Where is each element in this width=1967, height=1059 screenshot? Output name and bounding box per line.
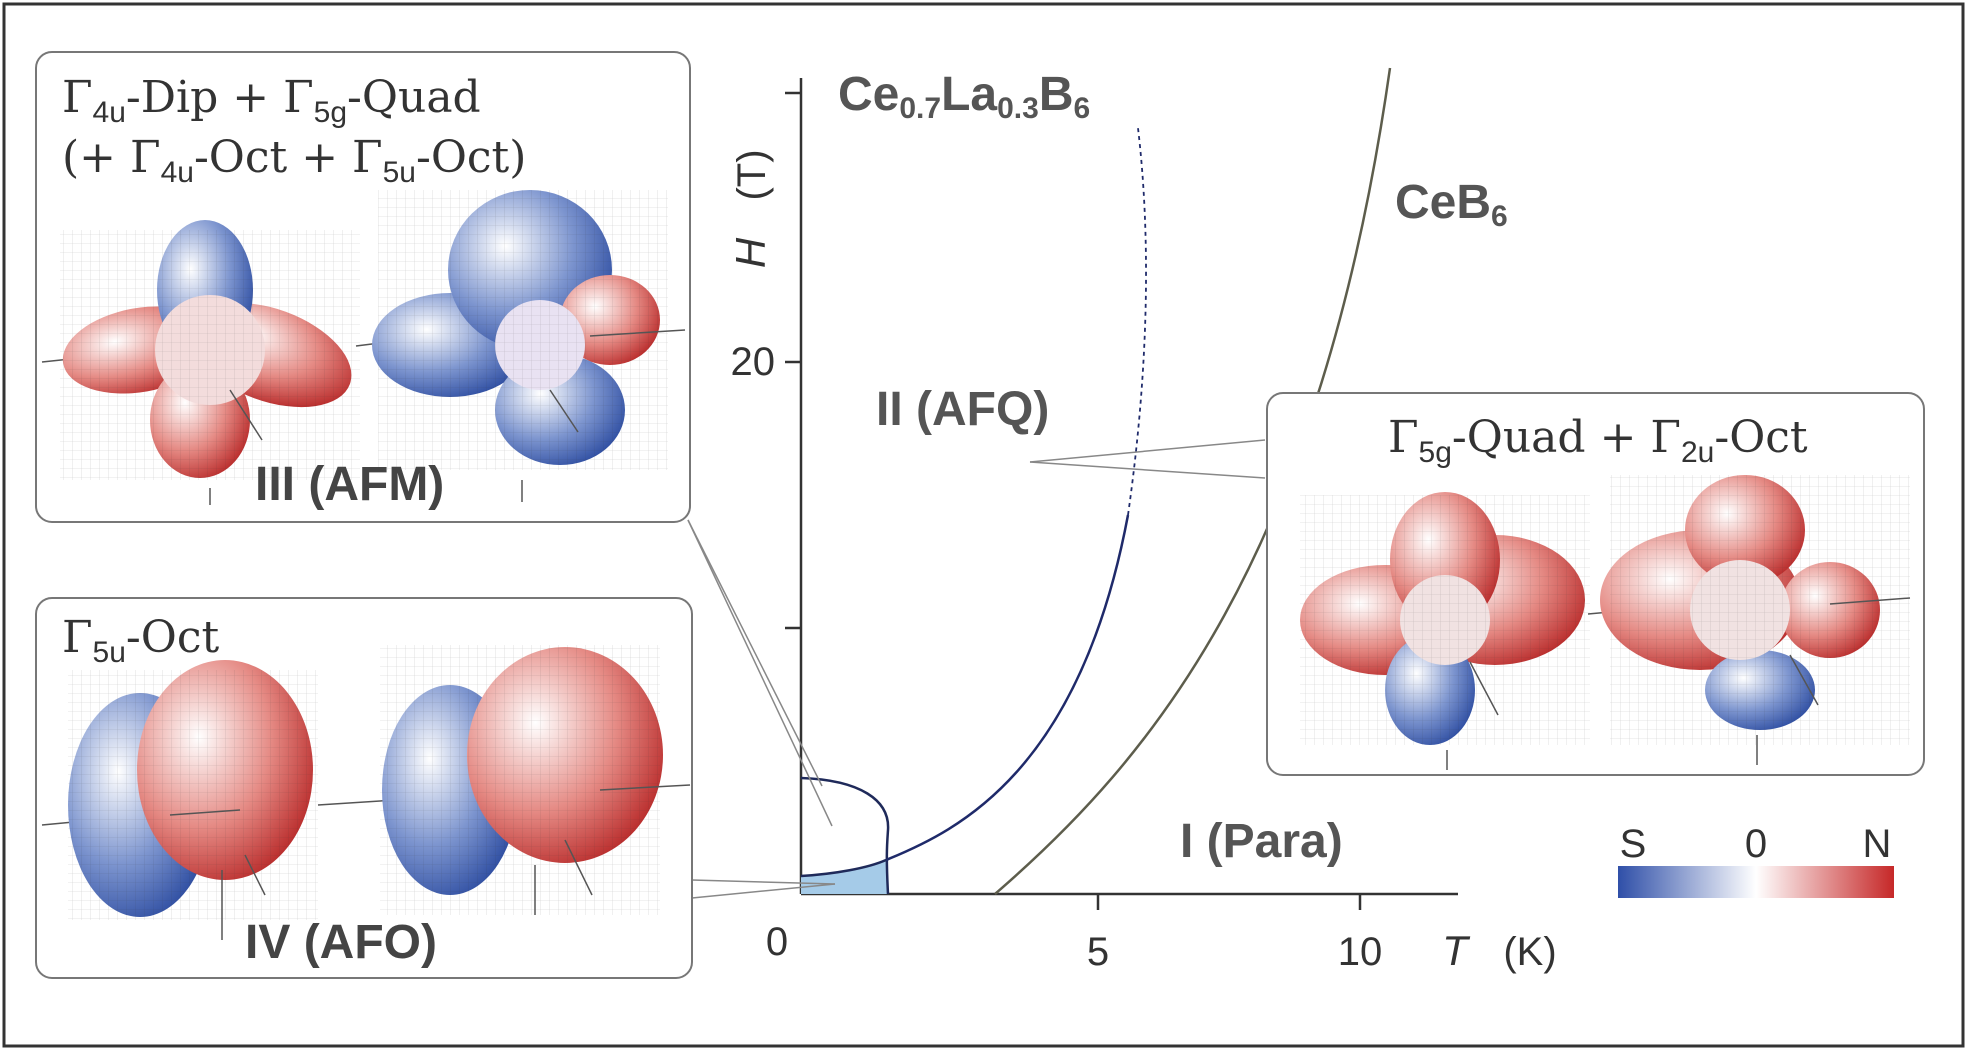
title-segment: Γ — [130, 132, 161, 183]
title-segment: 5g — [1419, 436, 1452, 469]
panel-afo-title: Γ5u-Oct — [62, 612, 219, 669]
y-axis-unit: (T) — [730, 149, 774, 200]
material-label-ceb6: CeB6 — [1395, 176, 1508, 233]
title-segment: Γ — [1650, 412, 1681, 463]
x-axis-unit: (K) — [1503, 930, 1556, 974]
title-segment: -Quad + — [1452, 412, 1651, 463]
title-segment: Γ — [352, 132, 383, 183]
colorbar-label-n: N — [1863, 822, 1892, 866]
afq-boundary-ce-la-extrapolated — [1127, 127, 1147, 516]
afo-orbital-left — [41, 660, 318, 940]
material-label-ce-la-b6: Ce0.7La0.3B6 — [838, 68, 1090, 125]
x-tick-label-0: 0 — [766, 920, 788, 964]
afm-boundary — [800, 776, 890, 895]
phase-label-afq: II (AFQ) — [876, 383, 1049, 436]
title-segment: 5u — [93, 636, 126, 669]
title-segment: 5u — [383, 156, 416, 189]
afm-orbital-right — [355, 190, 686, 502]
afq-boundary-ceb6 — [994, 67, 1392, 895]
x-tick-label-10: 10 — [1338, 930, 1383, 974]
afo-afm-boundary — [800, 858, 887, 878]
y-axis-title: H (T) — [727, 149, 774, 268]
title-segment: Γ — [62, 72, 93, 123]
title-segment: Γ — [62, 612, 93, 663]
phase-label-para: I (Para) — [1180, 815, 1343, 868]
afq-orbital-left — [1300, 492, 1590, 770]
title-segment: -Oct) — [416, 132, 526, 183]
main-axes: 20 0 5 10 T (K) H (T) — [727, 78, 1557, 974]
y-axis-label: H — [727, 237, 774, 268]
title-segment: (+ — [62, 132, 130, 183]
afm-orbital-left — [41, 220, 360, 505]
phase-label-afo: IV (AFO) — [245, 916, 437, 969]
panel-afq: Γ5g-Quad + Γ2u-Oct — [1266, 392, 1925, 776]
title-segment: -Oct — [126, 612, 220, 663]
y-tick-label-20: 20 — [731, 340, 776, 384]
phase-label-afm: III (AFM) — [255, 458, 444, 511]
x-tick-label-5: 5 — [1087, 930, 1109, 974]
panel-afm: Γ4u-Dip + Γ5g-Quad (+ Γ4u-Oct + Γ5u-Oct) — [35, 51, 691, 523]
title-segment: -Oct — [1714, 412, 1808, 463]
title-segment: 5g — [314, 96, 347, 129]
title-segment: -Oct + — [194, 132, 352, 183]
title-segment: 4u — [93, 96, 126, 129]
colorbar: S 0 N — [1618, 822, 1894, 898]
title-segment: -Quad — [347, 72, 481, 123]
panel-afq-title: Γ5g-Quad + Γ2u-Oct — [1388, 412, 1808, 469]
panel-afm-title-line2: (+ Γ4u-Oct + Γ5u-Oct) — [62, 132, 526, 189]
afq-boundary-ce-la — [885, 514, 1130, 862]
title-segment: 2u — [1681, 436, 1714, 469]
title-segment: Γ — [283, 72, 314, 123]
title-segment: 4u — [161, 156, 194, 189]
x-axis-label: T — [1442, 927, 1471, 974]
afo-orbital-right — [317, 645, 691, 915]
colorbar-label-0: 0 — [1745, 822, 1767, 866]
title-segment: Γ — [1388, 412, 1419, 463]
callout-leaders — [687, 439, 1266, 899]
panel-afo: Γ5u-Oct IV (AFO) — [35, 597, 693, 979]
colorbar-label-s: S — [1620, 822, 1647, 866]
afq-orbital-right — [1587, 475, 1911, 765]
panel-afm-title-line1: Γ4u-Dip + Γ5g-Quad — [62, 72, 481, 129]
colorbar-gradient — [1618, 866, 1894, 898]
title-segment: -Dip + — [126, 72, 283, 123]
